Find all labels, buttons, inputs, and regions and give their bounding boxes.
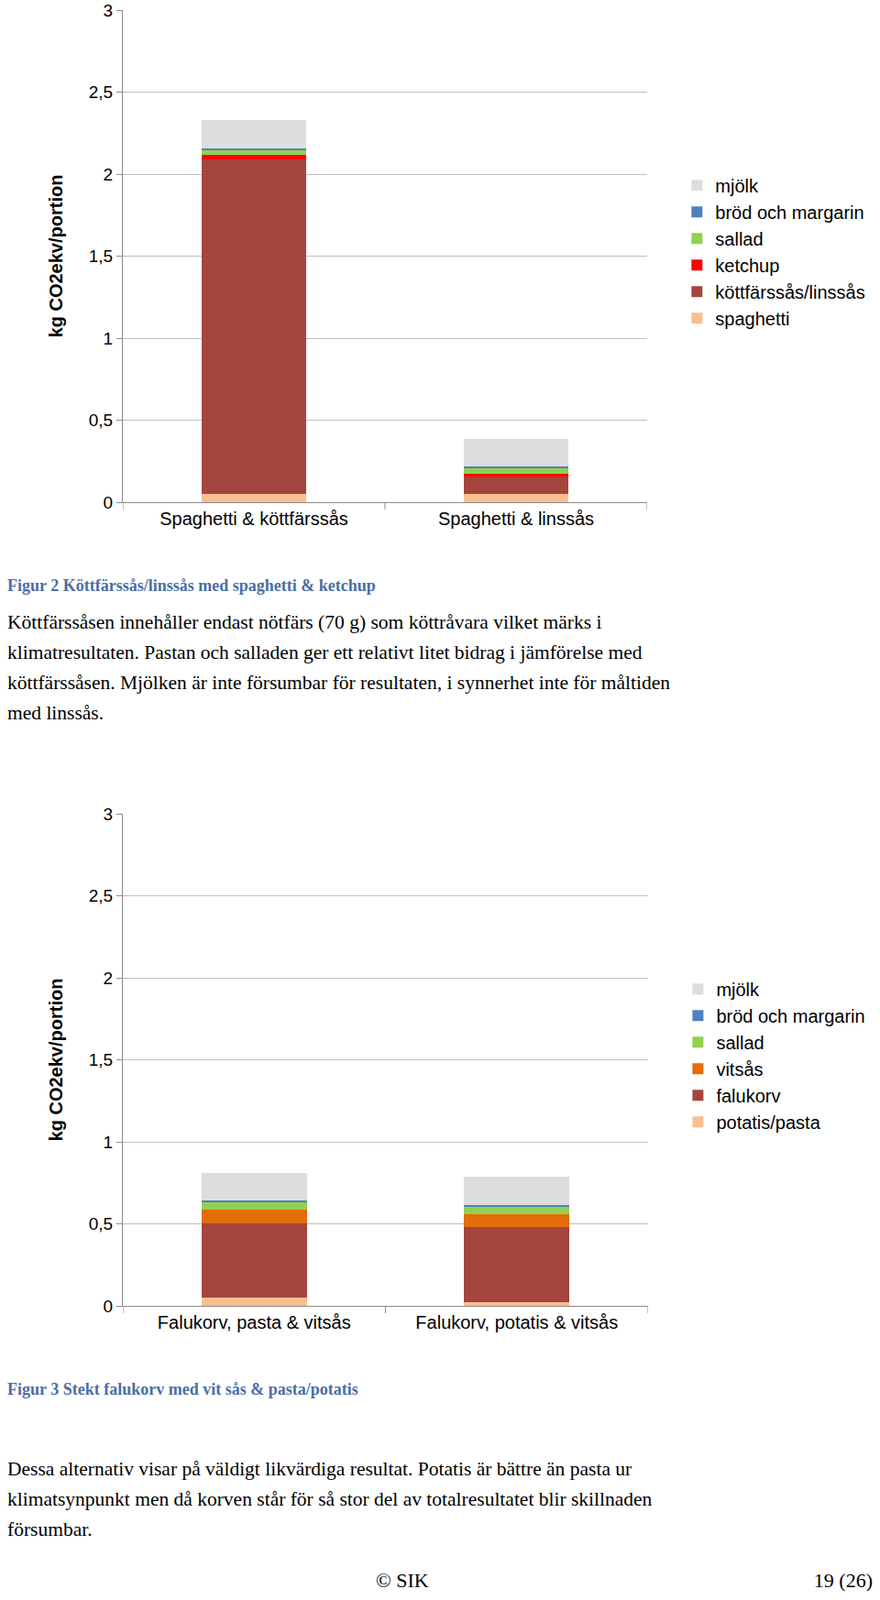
svg-text:Falukorv, potatis & vitsås: Falukorv, potatis & vitsås [415, 1312, 618, 1333]
svg-text:1,5: 1,5 [88, 1050, 113, 1070]
svg-text:Spaghetti & linssås: Spaghetti & linssås [438, 508, 594, 529]
svg-text:Falukorv, pasta & vitsås: Falukorv, pasta & vitsås [157, 1312, 352, 1333]
html-text:Figur 3 Stekt falukorv med vit: Figur 3 Stekt falukorv med vit sås & pas… [7, 1380, 359, 1399]
svg-text:ketchup: ketchup [715, 255, 780, 276]
svg-text:kg CO2ekv/portion: kg CO2ekv/portion [45, 175, 66, 339]
html-text:köttfärssåsen. Mjölken är inte: köttfärssåsen. Mjölken är inte försumbar… [7, 671, 671, 694]
html-text:Dessa alternativ visar på väld: Dessa alternativ visar på väldigt likvär… [7, 1458, 632, 1481]
html-text:klimatsynpunkt men då korven s: klimatsynpunkt men då korven står för så… [7, 1488, 653, 1511]
svg-text:2,5: 2,5 [88, 886, 113, 906]
svg-text:kg CO2ekv/portion: kg CO2ekv/portion [45, 979, 66, 1143]
svg-text:Spaghetti & köttfärssås: Spaghetti & köttfärssås [159, 508, 349, 529]
svg-text:3: 3 [103, 0, 114, 21]
svg-text:spaghetti: spaghetti [715, 308, 790, 330]
svg-text:vitsås: vitsås [715, 1059, 763, 1080]
html-text:Figur 2 Köttfärssås/linssås me: Figur 2 Köttfärssås/linssås med spaghett… [7, 576, 376, 595]
html-text:© SIK: © SIK [375, 1569, 429, 1593]
html-text:Köttfärssåsen innehåller endas: Köttfärssåsen innehåller endast nötfärs … [7, 611, 602, 634]
svg-text:2: 2 [103, 165, 114, 185]
svg-text:2: 2 [103, 968, 114, 989]
html-text:försumbar.: försumbar. [7, 1518, 93, 1541]
svg-text:3: 3 [103, 804, 114, 825]
svg-text:0,5: 0,5 [88, 410, 113, 430]
svg-text:bröd och margarin: bröd och margarin [715, 202, 864, 223]
svg-text:1: 1 [103, 1133, 114, 1153]
svg-text:0: 0 [103, 1297, 114, 1317]
svg-text:sallad: sallad [715, 1033, 764, 1054]
svg-text:0: 0 [103, 493, 114, 513]
svg-text:bröd och margarin: bröd och margarin [715, 1006, 865, 1027]
svg-text:1,5: 1,5 [88, 246, 113, 266]
svg-text:0,5: 0,5 [88, 1214, 113, 1234]
svg-text:potatis/pasta: potatis/pasta [715, 1112, 821, 1133]
svg-text:mjölk: mjölk [715, 176, 759, 197]
html-text:19 (26): 19 (26) [813, 1569, 873, 1593]
svg-text:2,5: 2,5 [88, 82, 113, 102]
svg-text:köttfärssås/linssås: köttfärssås/linssås [715, 282, 865, 303]
svg-text:sallad: sallad [715, 229, 763, 250]
html-text:med linssås.: med linssås. [7, 702, 104, 725]
svg-text:1: 1 [103, 329, 114, 349]
svg-text:falukorv: falukorv [715, 1086, 781, 1107]
html-text:klimatresultaten. Pastan och s: klimatresultaten. Pastan och salladen ge… [7, 641, 643, 664]
svg-text:mjölk: mjölk [715, 979, 760, 1001]
